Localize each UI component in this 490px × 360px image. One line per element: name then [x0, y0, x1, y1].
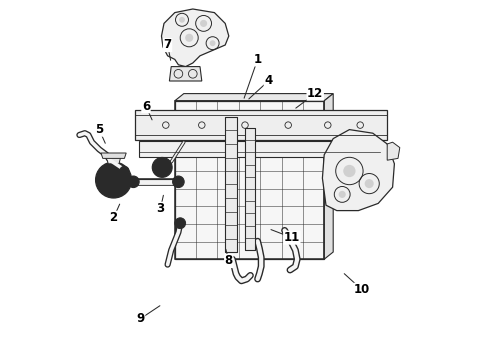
Circle shape: [343, 165, 356, 177]
Text: 8: 8: [225, 255, 233, 267]
Ellipse shape: [152, 157, 172, 177]
Text: 2: 2: [110, 211, 118, 224]
Circle shape: [365, 179, 374, 188]
Text: 11: 11: [284, 231, 300, 244]
Polygon shape: [135, 110, 387, 140]
Circle shape: [127, 176, 139, 188]
Text: 10: 10: [354, 283, 370, 296]
Text: 7: 7: [164, 39, 171, 51]
Polygon shape: [162, 9, 229, 67]
Circle shape: [185, 34, 193, 42]
Polygon shape: [139, 141, 380, 157]
Circle shape: [175, 218, 186, 229]
Circle shape: [130, 179, 136, 185]
Polygon shape: [225, 117, 237, 252]
Polygon shape: [106, 157, 121, 164]
Circle shape: [210, 40, 216, 46]
Polygon shape: [322, 130, 394, 211]
Polygon shape: [324, 94, 333, 259]
Text: 4: 4: [264, 75, 272, 87]
Circle shape: [200, 20, 207, 27]
Text: 5: 5: [95, 123, 103, 136]
Circle shape: [172, 176, 184, 188]
Polygon shape: [175, 94, 333, 101]
Text: 3: 3: [156, 202, 165, 215]
Polygon shape: [387, 142, 400, 160]
Ellipse shape: [96, 162, 132, 198]
Polygon shape: [101, 153, 126, 158]
Polygon shape: [170, 67, 202, 81]
Text: 9: 9: [137, 312, 145, 325]
Text: 1: 1: [253, 53, 262, 66]
Circle shape: [339, 191, 346, 198]
Circle shape: [128, 176, 135, 184]
Circle shape: [120, 166, 129, 176]
Text: 12: 12: [307, 87, 323, 100]
Text: 6: 6: [142, 100, 150, 113]
Circle shape: [179, 17, 185, 23]
Polygon shape: [175, 101, 324, 259]
Polygon shape: [245, 128, 255, 250]
Circle shape: [175, 179, 181, 185]
